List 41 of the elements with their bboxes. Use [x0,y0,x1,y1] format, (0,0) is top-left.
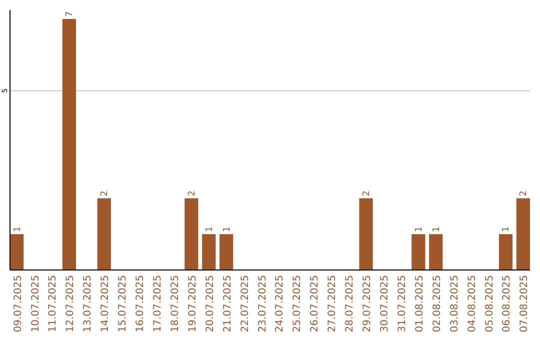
data-label: 2 [100,190,110,196]
x-tick-label: 17.07.2025 [152,275,164,332]
x-tick-label: 25.07.2025 [292,275,304,332]
x-tick-label: 20.07.2025 [204,275,216,332]
data-label: 1 [204,226,215,232]
x-tick-label: 30.07.2025 [380,275,390,332]
data-label: 1 [502,226,512,232]
x-tick-label: 22.07.2025 [240,275,251,332]
data-label: 2 [362,190,372,196]
x-tick-label: 29.07.2025 [362,275,374,332]
x-tick-label: 18.07.2025 [170,275,181,332]
x-tick-label: 02.08.2025 [432,275,443,332]
x-tick-label: 16.07.2025 [135,275,146,332]
x-tick-label: 31.07.2025 [396,275,408,332]
data-label: 2 [519,190,530,196]
x-tick-label: 07.08.2025 [519,275,530,332]
x-tick-label: 03.08.2025 [449,275,460,332]
x-tick-label: 26.07.2025 [310,275,321,332]
x-tick-label: 10.07.2025 [30,275,42,332]
x-tick-label: 27.07.2025 [327,275,338,332]
data-label: 1 [414,226,424,232]
data-label: 2 [187,190,198,196]
x-tick-label: 23.07.2025 [257,275,268,332]
data-label: 7 [65,11,76,17]
data-label: 1 [222,226,232,232]
x-tick-label: 21.07.2025 [222,275,234,332]
x-tick-label: 11.07.2025 [48,275,59,332]
x-tick-label: 13.07.2025 [82,275,94,332]
x-tick-label: 05.08.2025 [484,275,496,332]
x-tick-label: 19.07.2025 [187,275,198,332]
x-tick-label: 24.07.2025 [274,275,286,332]
x-tick-label: 28.07.2025 [344,275,356,332]
x-tick-label: 06.08.2025 [502,275,513,332]
x-tick-label: 12.07.2025 [65,275,76,332]
x-tick-label: 01.08.2025 [414,275,426,332]
data-label: 1 [432,226,442,232]
x-tick-label: 09.07.2025 [12,275,24,332]
x-tick-label: 04.08.2025 [466,275,478,332]
data-label: 1 [12,226,23,232]
x-tick-label: 15.07.2025 [118,275,129,332]
x-tick-label: 14.07.2025 [100,275,112,332]
